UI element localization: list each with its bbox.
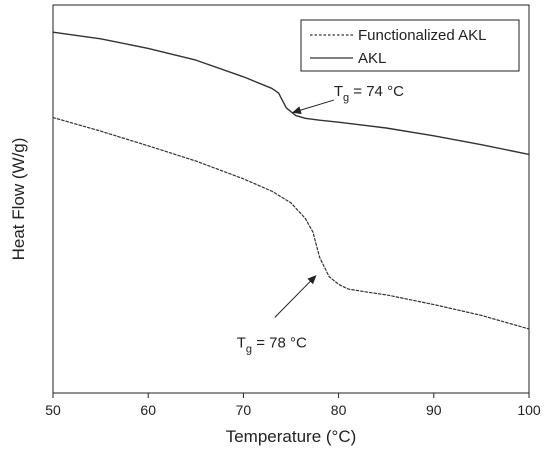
annotation-arrow: [291, 99, 334, 114]
annotation-layer: Tg = 74 °C Tg = 78 °C: [237, 83, 404, 356]
legend: Functionalized AKL AKL: [300, 19, 520, 72]
series-line-functionalized-akl: [52, 116, 530, 330]
y-axis-title: Heat Flow (W/g): [9, 138, 28, 261]
x-tick-label: 60: [140, 402, 156, 418]
x-axis-title: Temperature (°C): [226, 427, 357, 446]
annotation-arrow: [274, 275, 317, 318]
legend-label-akl: AKL: [358, 50, 386, 67]
x-tick-label: 70: [236, 402, 252, 418]
legend-box: [300, 19, 520, 72]
annotation-text: Tg = 78 °C: [237, 335, 307, 356]
series-layer: [52, 31, 530, 330]
x-tick-label: 100: [517, 402, 541, 418]
legend-label-functionalized-akl: Functionalized AKL: [358, 27, 486, 44]
x-tick-label: 90: [426, 402, 442, 418]
x-tick-label: 80: [331, 402, 347, 418]
annotation-text: Tg = 74 °C: [334, 83, 404, 104]
plot-frame: [52, 4, 530, 394]
x-axis-ticks: 50 60 70 80 90 100: [45, 393, 541, 418]
x-tick-label: 50: [45, 402, 61, 418]
series-line-akl: [52, 31, 530, 156]
